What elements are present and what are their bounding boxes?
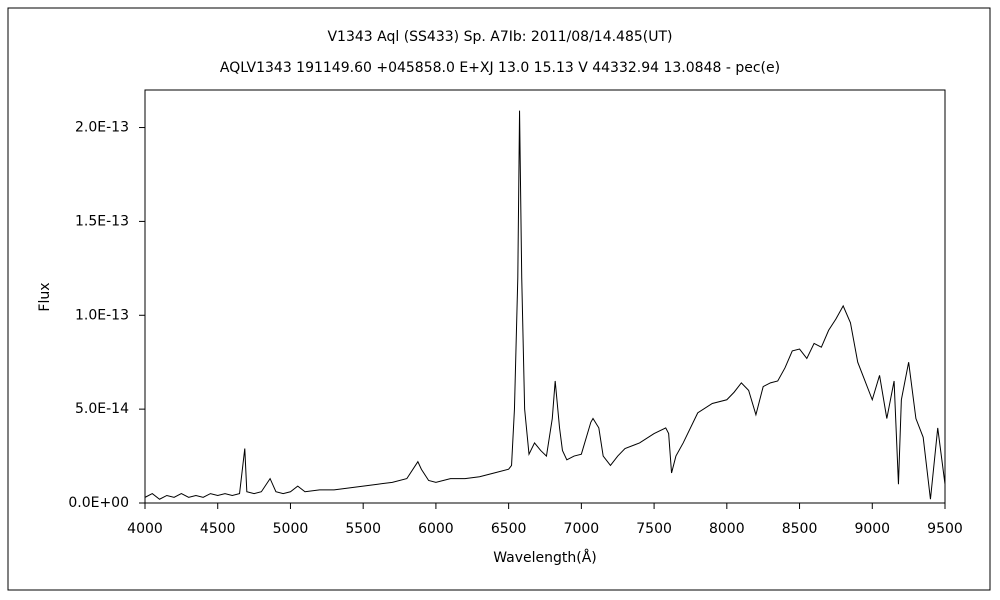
x-axis-label: Wavelength(Å) (493, 549, 597, 566)
x-tick-label: 5000 (273, 521, 309, 537)
y-tick-label: 1.5E-13 (75, 213, 129, 229)
x-tick-label: 6000 (418, 521, 454, 537)
x-tick-label: 5500 (345, 521, 381, 537)
y-axis-label: Flux (37, 282, 53, 311)
plot-frame (144, 89, 946, 504)
spectrum-line (144, 110, 946, 500)
x-tick-label: 7500 (636, 521, 672, 537)
x-tick-label: 7000 (564, 521, 600, 537)
x-tick-label: 8000 (709, 521, 745, 537)
x-tick-label: 9000 (854, 521, 890, 537)
chart-subtitle: AQLV1343 191149.60 +045858.0 E+XJ 13.0 1… (220, 60, 780, 76)
x-tick-label: 8500 (782, 521, 818, 537)
y-tick-label: 1.0E-13 (75, 307, 129, 323)
y-tick-label: 0.0E+00 (68, 495, 129, 511)
x-tick-label: 6500 (491, 521, 527, 537)
x-tick-label: 9500 (927, 521, 963, 537)
y-tick-label: 5.0E-14 (75, 401, 129, 417)
chart-title: V1343 Aql (SS433) Sp. A7Ib: 2011/08/14.4… (327, 29, 672, 45)
chart-frame (7, 7, 991, 591)
y-tick-label: 2.0E-13 (75, 120, 129, 136)
x-tick-label: 4000 (127, 521, 163, 537)
x-tick-label: 4500 (200, 521, 236, 537)
